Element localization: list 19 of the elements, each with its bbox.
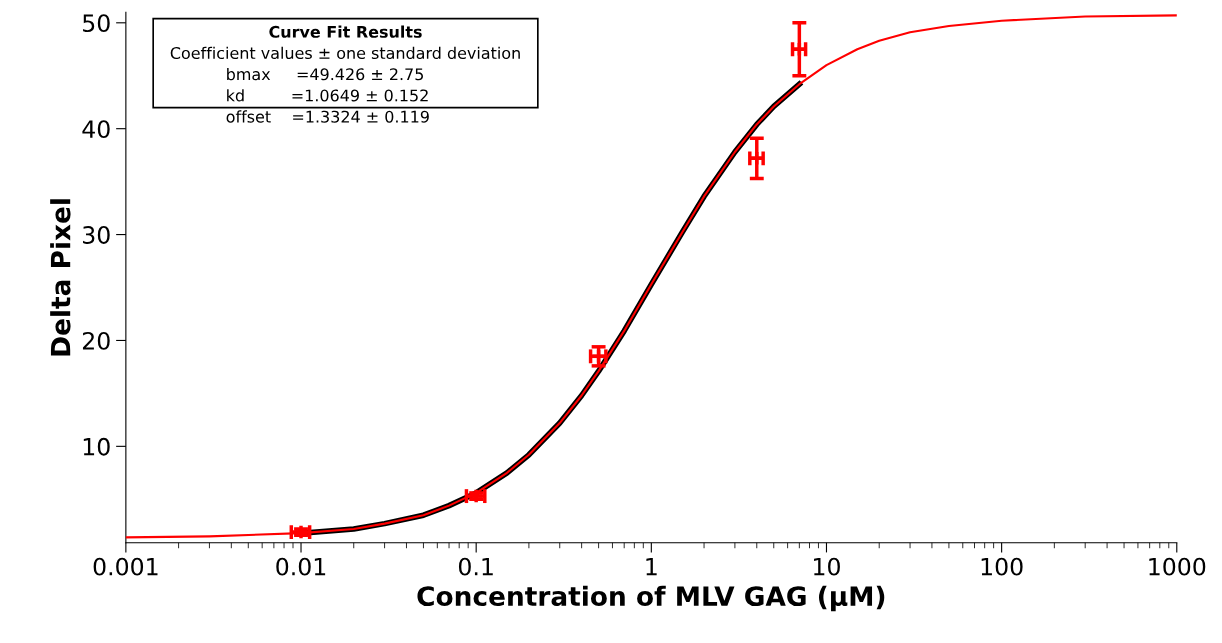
x-tick-label: 1 [646, 558, 657, 576]
annotation: bmax =49.426 ± 2.75 [227, 67, 423, 81]
y-tick-label: 40 [82, 120, 110, 138]
x-tick-label: 0.01 [276, 557, 326, 576]
x-tick-label: 0.001 [93, 557, 158, 576]
x-tick-label: 100 [981, 557, 1023, 576]
annotation: offset =1.3324 ± 0.119 [226, 110, 429, 123]
y-tick-label: 50 [83, 14, 110, 33]
annotation: kd =1.0649 ± 0.152 [227, 89, 428, 102]
annotation: Coefficient values ± one standard deviation [170, 46, 520, 60]
y-tick-label: 20 [82, 331, 110, 350]
y-axis-title: Delta Pixel [50, 199, 71, 356]
x-tick-label: 0.1 [458, 557, 493, 576]
y-tick-label: 30 [83, 226, 110, 244]
x-tick-label: 1000 [1149, 557, 1206, 576]
x-axis-title: Concentration of MLV GAG (µM) [417, 585, 885, 612]
y-tick-label: 10 [83, 437, 110, 456]
annotation: Curve Fit Results [269, 25, 422, 38]
x-tick-label: 10 [814, 557, 840, 576]
